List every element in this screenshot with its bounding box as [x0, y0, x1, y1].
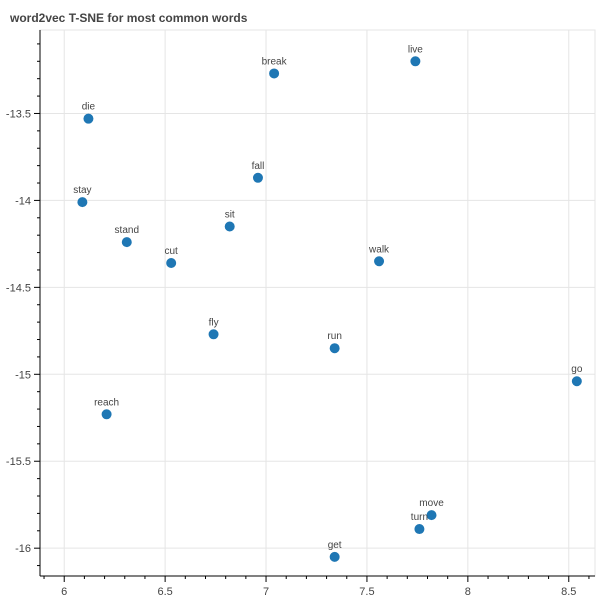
data-point-walk — [374, 256, 385, 267]
data-point-break — [269, 68, 280, 79]
y-tick-label: -14.5 — [6, 282, 31, 294]
x-tick-label: 6.5 — [157, 586, 172, 598]
data-point-move — [426, 510, 437, 521]
point-label-stand: stand — [115, 225, 139, 236]
points: live break die fall stay sit stand cut walk fly ru… — [73, 44, 583, 562]
data-point-stand — [121, 237, 132, 248]
point-label-stay: stay — [73, 185, 91, 196]
x-tick-label: 8.5 — [561, 586, 576, 598]
point-label-fly: fly — [209, 317, 219, 328]
point-label-turn: turn — [411, 512, 428, 523]
data-point-turn — [414, 524, 425, 535]
point-label-die: die — [82, 102, 96, 113]
data-point-go — [571, 376, 582, 387]
chart-title: word2vec T-SNE for most common words — [10, 11, 248, 25]
point-label-sit: sit — [225, 209, 235, 220]
axes: 6 6.5 7 7.5 8 8.5 -13.5 -14 -14.5 -15 -15.5 -16 — [6, 43, 590, 598]
data-point-stay — [77, 197, 88, 208]
data-point-cut — [166, 258, 177, 269]
grid — [40, 30, 595, 576]
plot-frame — [39, 29, 596, 577]
data-point-reach — [101, 409, 112, 420]
point-label-get: get — [328, 540, 342, 551]
x-tick-label: 6 — [61, 586, 67, 598]
point-label-break: break — [262, 56, 288, 67]
x-tick-label: 7.5 — [359, 586, 374, 598]
point-label-cut: cut — [165, 246, 179, 257]
data-point-fly — [208, 329, 219, 340]
point-label-walk: walk — [368, 244, 390, 255]
x-tick-label: 8 — [465, 586, 471, 598]
y-tick-label: -14 — [15, 195, 31, 207]
x-tick-label: 7 — [263, 586, 269, 598]
y-tick-label: -13.5 — [6, 108, 31, 120]
y-tick-label: -16 — [15, 543, 31, 555]
point-label-live: live — [408, 44, 423, 55]
data-point-fall — [252, 172, 263, 183]
point-label-reach: reach — [94, 397, 119, 408]
point-label-fall: fall — [252, 161, 265, 172]
y-tick-label: -15 — [15, 369, 31, 381]
data-point-die — [83, 113, 94, 124]
point-label-run: run — [327, 331, 341, 342]
y-tick-label: -15.5 — [6, 456, 31, 468]
data-point-get — [329, 551, 340, 562]
data-point-run — [329, 343, 340, 354]
data-point-sit — [224, 221, 235, 232]
point-label-go: go — [571, 364, 583, 375]
point-label-move: move — [419, 498, 444, 509]
data-point-live — [410, 56, 421, 67]
